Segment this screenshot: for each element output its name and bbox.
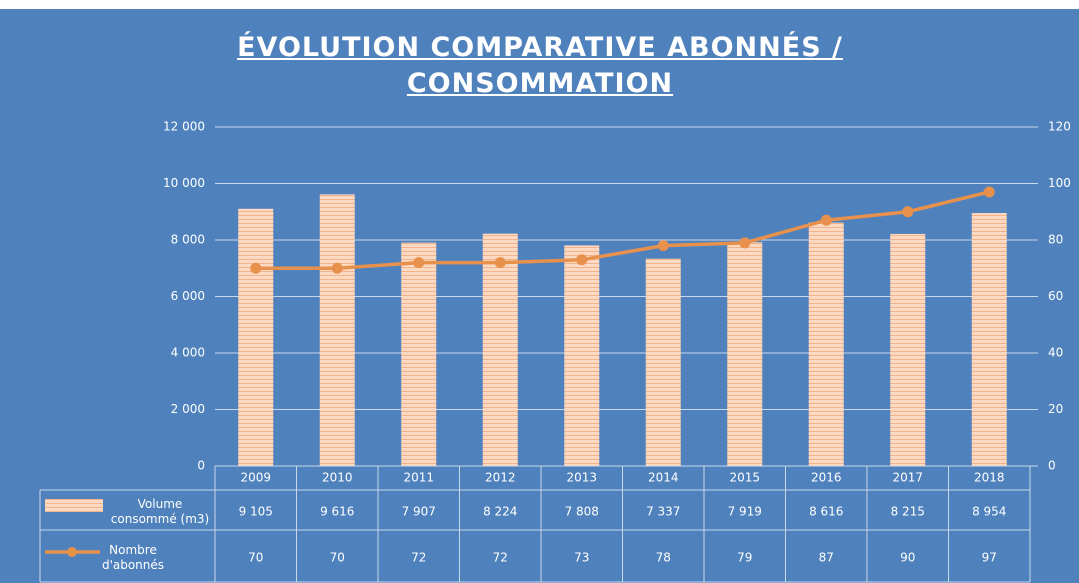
- bar: [971, 213, 1007, 466]
- y-tick-label: 12 000: [163, 120, 205, 134]
- bar: [727, 242, 763, 466]
- table-value: 70: [248, 551, 263, 565]
- table-value: 73: [574, 551, 589, 565]
- bar: [564, 245, 600, 466]
- y-tick-label: 6 000: [171, 289, 205, 303]
- x-tick-label: 2010: [322, 471, 353, 485]
- legend-swatch: [45, 499, 103, 512]
- y-tick-label: 10 000: [163, 176, 205, 190]
- table-value: 72: [493, 551, 508, 565]
- table-value: 78: [656, 551, 671, 565]
- x-tick-label: 2009: [240, 471, 271, 485]
- table-value: 79: [737, 551, 752, 565]
- x-tick-label: 2011: [403, 471, 434, 485]
- x-tick-label: 2012: [485, 471, 516, 485]
- point: [983, 186, 995, 198]
- point: [413, 257, 425, 269]
- table-value: 90: [900, 551, 915, 565]
- point: [576, 254, 588, 266]
- point: [494, 257, 506, 269]
- table-value: 8 616: [809, 505, 843, 519]
- y2-tick-label: 80: [1048, 233, 1063, 247]
- bar: [238, 208, 274, 466]
- point: [739, 237, 751, 249]
- legend-label: Volume consommé (m3): [110, 497, 210, 526]
- y2-tick-label: 60: [1048, 289, 1063, 303]
- table-value: 7 337: [646, 505, 680, 519]
- bar: [319, 194, 355, 466]
- table-value: 72: [411, 551, 426, 565]
- table-value: 8 954: [972, 505, 1006, 519]
- point: [331, 262, 343, 274]
- table-value: 97: [982, 551, 997, 565]
- y2-tick-label: 20: [1048, 402, 1063, 416]
- y2-tick-label: 100: [1048, 176, 1071, 190]
- x-tick-label: 2013: [566, 471, 597, 485]
- x-tick-label: 2015: [729, 471, 760, 485]
- bar: [890, 233, 926, 466]
- point: [820, 214, 832, 226]
- bar: [808, 222, 844, 466]
- x-tick-label: 2016: [811, 471, 842, 485]
- table-value: 9 616: [320, 505, 354, 519]
- point: [250, 262, 262, 274]
- legend-label: Nombre d'abonnés: [101, 543, 165, 572]
- table-value: 70: [330, 551, 345, 565]
- line: [255, 190, 990, 270]
- table-value: 8 224: [483, 505, 517, 519]
- x-tick-label: 2014: [648, 471, 679, 485]
- bar: [401, 242, 437, 466]
- chart-title: ÉVOLUTION COMPARATIVE ABONNÉS / CONSOMMA…: [237, 32, 843, 99]
- bar: [482, 233, 518, 466]
- y-tick-label: 0: [197, 459, 205, 473]
- y2-tick-label: 120: [1048, 120, 1071, 134]
- x-tick-label: 2018: [974, 471, 1005, 485]
- y-tick-label: 8 000: [171, 233, 205, 247]
- table-value: 8 215: [891, 505, 925, 519]
- y-tick-label: 2 000: [171, 402, 205, 416]
- table-value: 9 105: [239, 505, 273, 519]
- table-value: 7 919: [728, 505, 762, 519]
- point: [657, 240, 669, 252]
- table-value: 87: [819, 551, 834, 565]
- y-tick-label: 4 000: [171, 346, 205, 360]
- bar: [645, 258, 681, 466]
- table-value: 7 808: [565, 505, 599, 519]
- legend-marker: [67, 547, 77, 557]
- y2-tick-label: 0: [1048, 459, 1056, 473]
- point: [902, 206, 914, 218]
- y2-tick-label: 40: [1048, 346, 1063, 360]
- table-value: 7 907: [402, 505, 436, 519]
- x-tick-label: 2017: [892, 471, 923, 485]
